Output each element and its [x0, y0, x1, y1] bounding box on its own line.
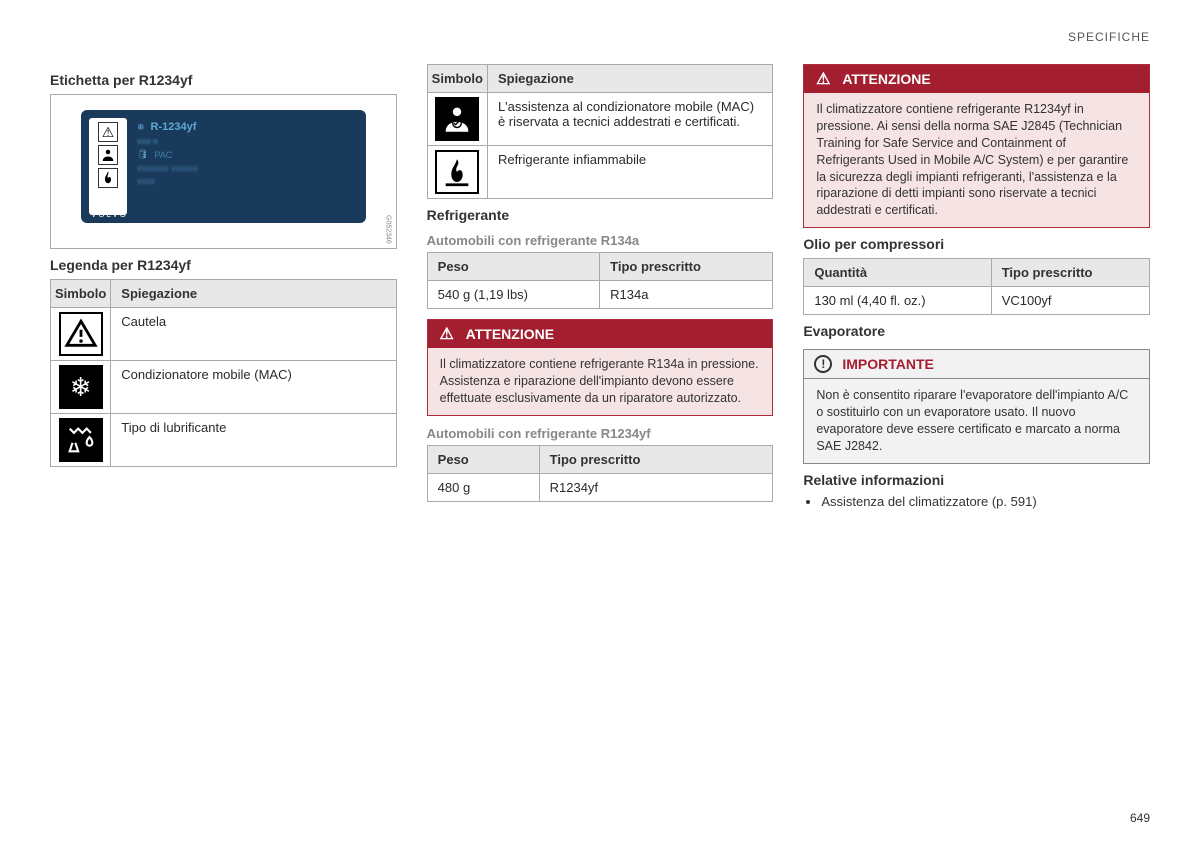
- column-3: ⚠ ATTENZIONE Il climatizzatore contiene …: [803, 64, 1150, 513]
- table-row: Cautela: [51, 308, 397, 361]
- r134a-subtitle: Automobili con refrigerante R134a: [427, 233, 774, 248]
- flame-icon: [435, 150, 479, 194]
- r1234yf-label-figure: ⚠ ❄R-1234yf xxx-x 🛢PAC xxxxxxx xxxxxx xx…: [50, 94, 397, 249]
- label-title: Etichetta per R1234yf: [50, 72, 397, 88]
- table-row: Tipo di lubrificante: [51, 414, 397, 467]
- warning-icon: [59, 312, 103, 356]
- callout-title: ATTENZIONE: [842, 71, 930, 87]
- sym-th-desc: Spiegazione: [487, 65, 772, 93]
- callout-header: ! IMPORTANTE: [804, 350, 1149, 379]
- important-callout: ! IMPORTANTE Non è consentito riparare l…: [803, 349, 1150, 464]
- th-type: Tipo prescritto: [539, 445, 773, 473]
- r1234yf-weight: 480 g: [427, 473, 539, 501]
- callout-body: Il climatizzatore contiene refrigerante …: [428, 348, 773, 415]
- oil-table: Quantità Tipo prescritto 130 ml (4,40 fl…: [803, 258, 1150, 315]
- snowflake-icon: ❄: [137, 122, 145, 133]
- warning-icon: ⚠: [814, 70, 832, 88]
- legend-desc: Condizionatore mobile (MAC): [111, 361, 396, 414]
- lubricant-icon: 🛢: [137, 149, 148, 160]
- list-item: Assistenza del climatizzatore (p. 591): [821, 494, 1150, 509]
- table-row: ❄ Condizionatore mobile (MAC): [51, 361, 397, 414]
- r134a-table: Peso Tipo prescritto 540 g (1,19 lbs) R1…: [427, 252, 774, 309]
- sym-desc: Refrigerante infiammabile: [487, 146, 772, 199]
- flame-icon: [98, 168, 118, 188]
- symbols-table-2: Simbolo Spiegazione L'assistenza al cond…: [427, 64, 774, 199]
- th-type: Tipo prescritto: [600, 253, 773, 281]
- table-row: 130 ml (4,40 fl. oz.) VC100yf: [804, 287, 1150, 315]
- callout-title: IMPORTANTE: [842, 356, 934, 372]
- callout-body: Non è consentito riparare l'evaporatore …: [804, 379, 1149, 463]
- sym-th-symbol: Simbolo: [427, 65, 487, 93]
- table-row: 540 g (1,19 lbs) R134a: [427, 281, 773, 309]
- callout-body: Il climatizzatore contiene refrigerante …: [804, 93, 1149, 227]
- r1234yf-subtitle: Automobili con refrigerante R1234yf: [427, 426, 774, 441]
- technician-icon: [435, 97, 479, 141]
- related-info-title: Relative informazioni: [803, 472, 1150, 488]
- warning-icon: ⚠: [98, 122, 118, 142]
- content-columns: Etichetta per R1234yf ⚠ ❄R-1234yf xxx-x …: [50, 64, 1150, 513]
- legend-desc: Tipo di lubrificante: [111, 414, 396, 467]
- table-row: 480 g R1234yf: [427, 473, 773, 501]
- column-1: Etichetta per R1234yf ⚠ ❄R-1234yf xxx-x …: [50, 64, 397, 513]
- r1234yf-type: R1234yf: [539, 473, 773, 501]
- section-header: SPECIFICHE: [50, 30, 1150, 44]
- column-2: Simbolo Spiegazione L'assistenza al cond…: [427, 64, 774, 513]
- evaporator-title: Evaporatore: [803, 323, 1150, 339]
- oil-type: VC100yf: [991, 287, 1149, 315]
- table-row: Refrigerante infiammabile: [427, 146, 773, 199]
- refrigerant-title: Refrigerante: [427, 207, 774, 223]
- r134a-weight: 540 g (1,19 lbs): [427, 281, 599, 309]
- legend-th-desc: Spiegazione: [111, 280, 396, 308]
- warning-callout-r1234yf: ⚠ ATTENZIONE Il climatizzatore contiene …: [803, 64, 1150, 228]
- oil-title: Olio per compressori: [803, 236, 1150, 252]
- legend-title: Legenda per R1234yf: [50, 257, 397, 273]
- label-left-icons: ⚠: [89, 118, 127, 215]
- r134a-type: R134a: [600, 281, 773, 309]
- info-icon: !: [814, 355, 832, 373]
- page-number: 649: [1130, 811, 1150, 825]
- callout-header: ⚠ ATTENZIONE: [804, 65, 1149, 93]
- table-row: L'assistenza al condizionatore mobile (M…: [427, 93, 773, 146]
- legend-desc: Cautela: [111, 308, 396, 361]
- lubricant-icon: [59, 418, 103, 462]
- sym-desc: L'assistenza al condizionatore mobile (M…: [487, 93, 772, 146]
- technician-icon: [98, 145, 118, 165]
- warning-callout-r134a: ⚠ ATTENZIONE Il climatizzatore contiene …: [427, 319, 774, 416]
- related-info-list: Assistenza del climatizzatore (p. 591): [821, 494, 1150, 509]
- r1234yf-table: Peso Tipo prescritto 480 g R1234yf: [427, 445, 774, 502]
- legend-th-symbol: Simbolo: [51, 280, 111, 308]
- snowflake-icon: ❄: [59, 365, 103, 409]
- image-code: G052346: [385, 215, 392, 244]
- oil-qty: 130 ml (4,40 fl. oz.): [804, 287, 991, 315]
- legend-table: Simbolo Spiegazione Cautela ❄ Condiziona…: [50, 279, 397, 467]
- label-right-text: ❄R-1234yf xxx-x 🛢PAC xxxxxxx xxxxxx xxxx: [137, 118, 358, 215]
- callout-title: ATTENZIONE: [466, 326, 554, 342]
- warning-icon: ⚠: [438, 325, 456, 343]
- callout-header: ⚠ ATTENZIONE: [428, 320, 773, 348]
- th-weight: Peso: [427, 445, 539, 473]
- th-qty: Quantità: [804, 259, 991, 287]
- th-type: Tipo prescritto: [991, 259, 1149, 287]
- label-inner: ⚠ ❄R-1234yf xxx-x 🛢PAC xxxxxxx xxxxxx xx…: [81, 110, 366, 223]
- th-weight: Peso: [427, 253, 599, 281]
- volvo-logo-text: VOLVO: [91, 210, 128, 219]
- label-refrigerant-name: R-1234yf: [151, 121, 197, 133]
